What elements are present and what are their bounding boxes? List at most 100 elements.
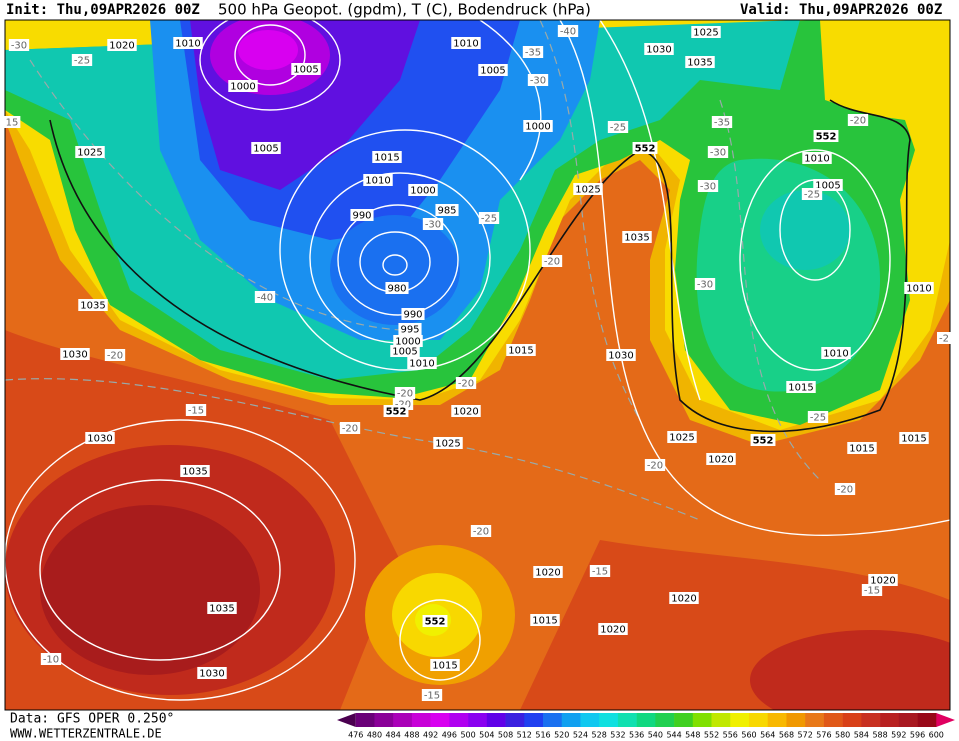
- colorbar-label: 600: [929, 731, 944, 740]
- isobar-label: 1025: [435, 439, 460, 450]
- isobar-label-box: [899, 432, 929, 444]
- isobar-label-box: [85, 432, 115, 444]
- isobar-label: 1025: [693, 28, 718, 39]
- isobar-label: 1015: [901, 434, 926, 445]
- temperature-label-box: [589, 565, 611, 577]
- colorbar-label: 540: [648, 731, 663, 740]
- isobar-label-box: [573, 183, 603, 195]
- isobar-label: 1005: [293, 65, 318, 76]
- colorbar-label: 512: [517, 731, 532, 740]
- isobar-label: 995: [400, 325, 419, 336]
- temperature-label-box: [422, 218, 444, 230]
- temperature-label: -15: [592, 567, 608, 578]
- colorbar-segment: [580, 713, 600, 727]
- colorbar-label: 584: [854, 731, 869, 740]
- colorbar-label: 492: [423, 731, 438, 740]
- temperature-label-box: [3, 116, 21, 128]
- isobar-label-box: [533, 566, 563, 578]
- colorbar-segment: [411, 713, 431, 727]
- isobar-label: 1005: [815, 181, 840, 192]
- isobar-label: 1030: [608, 351, 633, 362]
- temperature-label-box: [527, 74, 549, 86]
- colorbar-segment: [561, 713, 581, 727]
- temperature-label: -30: [697, 280, 713, 291]
- isobar-label-box: [60, 348, 90, 360]
- contour-552-label-box: [750, 434, 776, 446]
- contour-552-label: 552: [425, 617, 446, 628]
- colorbar-label: 488: [404, 731, 419, 740]
- isobar-label-box: [530, 614, 560, 626]
- temperature-label: -30: [530, 76, 546, 87]
- colorbar-segment: [749, 713, 769, 727]
- temperature-label: 15: [6, 118, 19, 129]
- isobar-label: 1020: [535, 568, 560, 579]
- isobar-label-box: [78, 299, 108, 311]
- temperature-label-box: [541, 255, 563, 267]
- isobar-label: 1035: [80, 301, 105, 312]
- temperature-label-box: [185, 404, 207, 416]
- isobar-label: 1020: [708, 455, 733, 466]
- isobar-label-box: [644, 43, 674, 55]
- colorbar-segment: [617, 713, 637, 727]
- isobar-label-box: [207, 602, 237, 614]
- temperature-label-box: [697, 180, 719, 192]
- isobar-label-box: [868, 574, 898, 586]
- colorbar-segment: [655, 713, 675, 727]
- isobar-label: 1010: [453, 39, 478, 50]
- isobar-label-box: [667, 431, 697, 443]
- colorbar-segment: [599, 713, 619, 727]
- temperature-label: -2: [939, 334, 949, 345]
- isobar-label: 1010: [906, 284, 931, 295]
- isobar-label: 1030: [62, 350, 87, 361]
- isobar-label: 1020: [600, 625, 625, 636]
- temperature-label: -35: [525, 48, 541, 59]
- contour-552-label-box: [383, 405, 409, 417]
- contour-552-label-box: [632, 142, 658, 154]
- colorbar-segment: [917, 713, 937, 727]
- temperature-label: -35: [714, 118, 730, 129]
- temperature-label: -25: [810, 413, 826, 424]
- colorbar-label: 552: [704, 731, 719, 740]
- colorbar-segment: [430, 713, 450, 727]
- isobar-label: 980: [387, 284, 406, 295]
- temperature-label: -20: [107, 351, 123, 362]
- isobar-label: 1005: [480, 66, 505, 77]
- map-frame: [4, 19, 951, 711]
- colorbar-label: 592: [891, 731, 906, 740]
- isobar-label-box: [430, 659, 460, 671]
- contour-552-label: 552: [635, 144, 656, 155]
- isobar-label: 1010: [175, 39, 200, 50]
- colorbar-segment: [692, 713, 712, 727]
- colorbar-label: 484: [386, 731, 401, 740]
- temperature-label: -30: [425, 220, 441, 231]
- site: WWW.WETTERZENTRALE.DE: [10, 727, 162, 741]
- isobar-label-box: [622, 231, 652, 243]
- temperature-label-box: [861, 584, 883, 596]
- colorbar-label: 532: [610, 731, 625, 740]
- colorbar-segment: [805, 713, 825, 727]
- temperature-label: -25: [74, 56, 90, 67]
- temperature-label-box: [557, 25, 579, 37]
- isobar-label: 1025: [669, 433, 694, 444]
- contour-552-label: 552: [386, 407, 407, 418]
- temperature-label-box: [834, 483, 856, 495]
- isobar-label-box: [821, 347, 851, 359]
- colorbar-segment: [898, 713, 918, 727]
- isobar-label: 1020: [453, 407, 478, 418]
- temperature-label-box: [937, 332, 951, 344]
- isobar-label: 1020: [671, 594, 696, 605]
- isobar-label: 1010: [365, 176, 390, 187]
- colorbar-segment: [449, 713, 469, 727]
- temperature-label: -20: [544, 257, 560, 268]
- isobar-label-box: [372, 151, 402, 163]
- isobar-label: 1025: [77, 148, 102, 159]
- isobar-label: 1015: [849, 444, 874, 455]
- temperature-label-box: [801, 188, 823, 200]
- isobar-label: 1025: [575, 185, 600, 196]
- temperature-label-box: [455, 377, 477, 389]
- init-time: Init: Thu,09APR2026 00Z: [6, 2, 200, 18]
- isobar-label-box: [451, 37, 481, 49]
- colorbar-segment: [936, 713, 955, 727]
- colorbar-label: 564: [760, 731, 775, 740]
